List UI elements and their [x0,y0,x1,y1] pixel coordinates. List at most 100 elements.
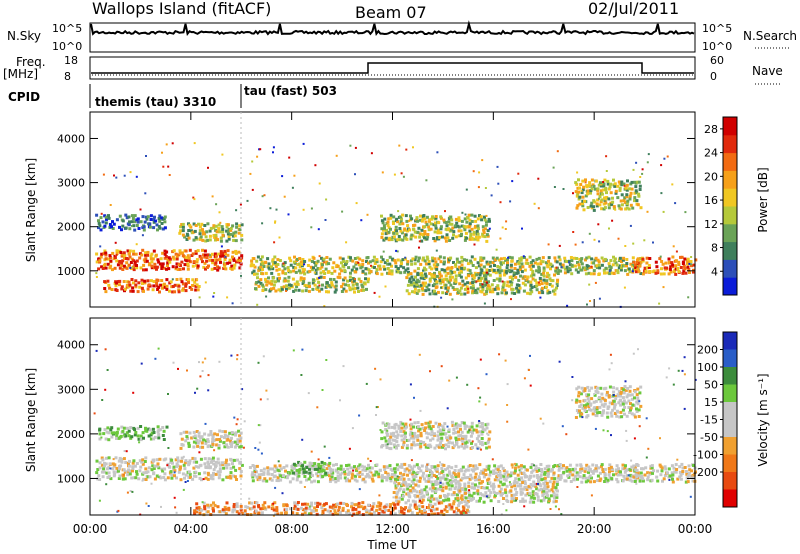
data-cell [115,437,118,440]
data-cell [431,437,435,441]
data-cell [359,505,363,509]
data-cell [124,287,127,291]
data-cell [261,272,265,276]
data-cell [426,443,430,447]
echo-cell [635,161,638,164]
data-cell [600,198,604,202]
data-cell [206,477,210,481]
data-cell [420,274,424,278]
data-cell [464,434,468,438]
data-cell [292,269,296,273]
data-cell [206,471,210,475]
echo-cell [610,362,613,365]
data-cell [276,512,280,516]
data-cell [474,428,478,432]
data-cell [464,496,468,500]
data-cell [603,480,607,483]
data-cell [594,256,598,260]
data-cell [373,262,377,265]
data-cell [348,470,352,474]
data-cell [118,266,122,270]
data-cell [424,262,428,266]
echo-cell [215,203,218,206]
data-cell [357,501,361,505]
data-cell [458,489,462,493]
data-cell [186,254,190,258]
data-cell [457,508,461,512]
data-cell [514,466,517,470]
data-cell [683,466,687,469]
data-cell [496,473,500,477]
data-cell [405,289,409,293]
echo-cell [646,161,649,164]
echo-cell [558,360,561,363]
data-cell [614,191,618,195]
data-cell [168,289,171,293]
data-cell [167,267,171,271]
data-cell [625,474,629,478]
data-cell [589,480,593,484]
data-cell [284,279,287,283]
echo-cell [317,228,320,231]
data-cell [216,433,219,437]
data-cell [433,465,437,469]
data-cell [492,268,496,272]
data-cell [593,410,597,413]
data-cell [205,259,209,263]
data-cell [175,265,179,269]
data-cell [133,220,137,224]
data-cell [211,440,214,444]
data-cell [127,252,131,255]
data-cell [253,473,257,477]
data-cell [262,472,266,476]
data-cell [296,257,299,261]
data-cell [465,468,468,472]
data-cell [441,469,445,473]
data-cell [430,430,434,434]
data-cell [497,484,501,488]
data-cell [579,464,583,468]
data-cell [460,430,464,434]
echo-cell [201,370,204,372]
data-cell [547,256,551,260]
data-cell [261,268,264,271]
data-cell [399,259,403,263]
data-cell [103,224,107,228]
data-cell [225,239,229,243]
data-cell [542,498,546,502]
data-cell [481,288,485,292]
data-cell [178,251,182,255]
data-cell [267,262,271,266]
data-cell [378,267,382,271]
data-cell [171,461,174,465]
data-cell [107,216,111,220]
echo-cell [509,200,512,203]
data-cell [433,282,437,286]
echo-cell [645,417,648,420]
data-cell [617,401,621,405]
data-cell [221,461,224,465]
echo-cell [683,373,686,376]
data-cell [226,434,230,438]
data-cell [493,494,497,497]
data-cell [487,467,491,471]
data-cell [451,236,455,240]
data-cell [191,284,195,287]
data-cell [321,283,324,287]
data-cell [132,281,135,285]
data-cell [635,191,639,195]
echo-cell [518,469,521,472]
data-cell [163,472,167,476]
data-cell [454,464,458,468]
data-cell [146,279,150,283]
data-cell [577,394,581,398]
data-cell [628,197,632,201]
data-cell [526,275,530,279]
echo-cell [129,266,132,269]
data-cell [629,262,633,266]
data-cell [629,191,633,195]
data-cell [139,220,143,224]
data-cell [666,471,669,475]
data-cell [330,283,334,287]
data-cell [393,503,397,507]
